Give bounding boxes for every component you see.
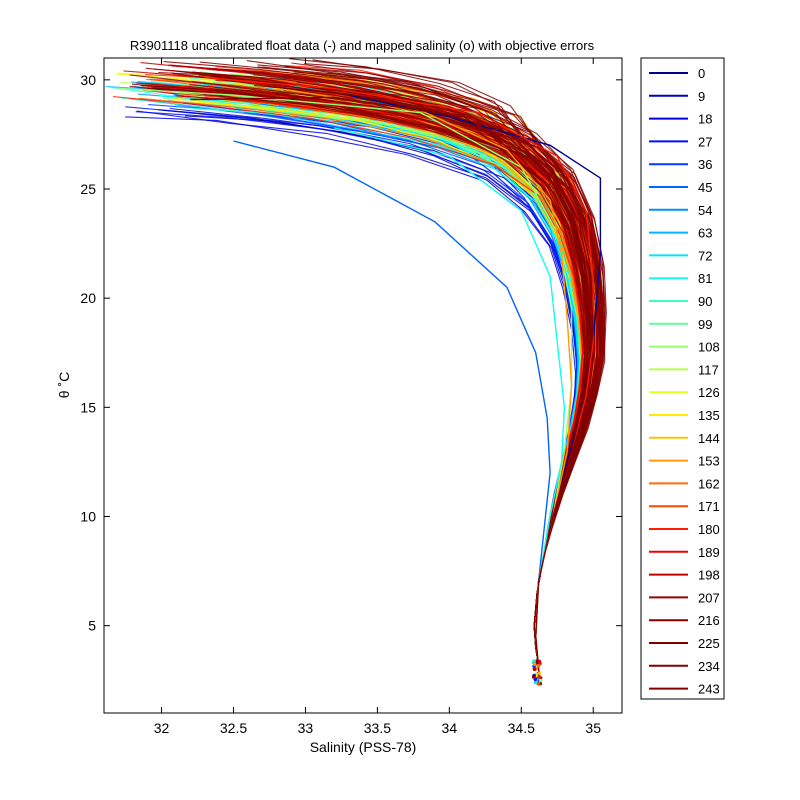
mapped-point xyxy=(533,677,538,682)
chart-title: R3901118 uncalibrated float data (-) and… xyxy=(130,38,595,53)
legend-label: 117 xyxy=(698,362,719,377)
profile-line xyxy=(160,109,589,685)
legend-label: 189 xyxy=(698,545,720,560)
profile-line-45 xyxy=(233,140,551,685)
y-axis: 5 10 15 20 25 30 xyxy=(80,72,622,634)
legend-label: 63 xyxy=(698,226,712,241)
x-axis: 32 32.5 33 33.5 34 34.5 35 xyxy=(154,58,601,736)
y-axis-label: θ ˚C xyxy=(56,372,72,398)
legend-label: 36 xyxy=(698,157,712,172)
legend-label: 243 xyxy=(698,682,720,697)
legend-label: 126 xyxy=(698,385,720,400)
legend-label: 9 xyxy=(698,89,705,104)
legend-label: 216 xyxy=(698,613,720,628)
x-tick-label: 35 xyxy=(585,720,601,736)
x-axis-label: Salinity (PSS-78) xyxy=(310,739,417,755)
profile-line xyxy=(158,109,580,685)
mapped-point xyxy=(531,674,536,679)
y-tick-label: 25 xyxy=(80,181,96,197)
legend-label: 207 xyxy=(698,590,720,605)
legend-label: 45 xyxy=(698,180,712,195)
mapped-point xyxy=(537,674,541,679)
legend-label: 162 xyxy=(698,476,720,491)
y-tick-label: 15 xyxy=(80,399,96,415)
legend-label: 225 xyxy=(698,636,720,651)
legend-label: 81 xyxy=(698,271,712,286)
legend-label: 171 xyxy=(698,499,720,514)
y-tick-label: 10 xyxy=(80,509,96,525)
mapped-point xyxy=(532,667,537,671)
profile-line xyxy=(130,98,578,685)
mapped-point xyxy=(532,662,537,666)
y-tick-label: 20 xyxy=(80,290,96,306)
legend-label: 54 xyxy=(698,203,712,218)
y-tick-label: 30 xyxy=(80,72,96,88)
profiles-layer xyxy=(105,58,607,687)
legend-label: 180 xyxy=(698,522,720,537)
legend-label: 198 xyxy=(698,568,720,583)
profile-line-243 xyxy=(190,96,594,685)
mapped-point xyxy=(537,659,542,664)
legend-label: 234 xyxy=(698,659,720,674)
legend-label: 135 xyxy=(698,408,720,423)
x-tick-label: 34 xyxy=(442,720,458,736)
mapped-point xyxy=(538,678,543,683)
mapped-point xyxy=(536,664,540,668)
legend-label: 18 xyxy=(698,112,712,127)
x-tick-label: 32 xyxy=(154,720,170,736)
legend-label: 144 xyxy=(698,431,720,446)
legend-label: 99 xyxy=(698,317,712,332)
profile-line xyxy=(194,108,583,685)
profile-line xyxy=(333,88,606,685)
x-tick-label: 32.5 xyxy=(220,720,247,736)
y-tick-label: 5 xyxy=(88,618,96,634)
x-tick-label: 33 xyxy=(298,720,314,736)
profile-line xyxy=(136,110,579,685)
x-tick-label: 33.5 xyxy=(364,720,391,736)
plot-frame xyxy=(103,57,623,714)
legend-label: 27 xyxy=(698,134,712,149)
profile-line xyxy=(125,116,577,685)
legend-label: 108 xyxy=(698,340,720,355)
mapped-point xyxy=(536,682,541,686)
legend-label: 72 xyxy=(698,248,712,263)
legend: 0 9 18 27 36 45 54 63 72 81 90 99 108 117 126 135 144 153… xyxy=(640,57,725,700)
legend-label: 153 xyxy=(698,454,720,469)
legend-label: 0 xyxy=(698,66,705,81)
x-tick-label: 34.5 xyxy=(508,720,535,736)
legend-label: 90 xyxy=(698,294,712,309)
mapped-point xyxy=(537,671,541,675)
